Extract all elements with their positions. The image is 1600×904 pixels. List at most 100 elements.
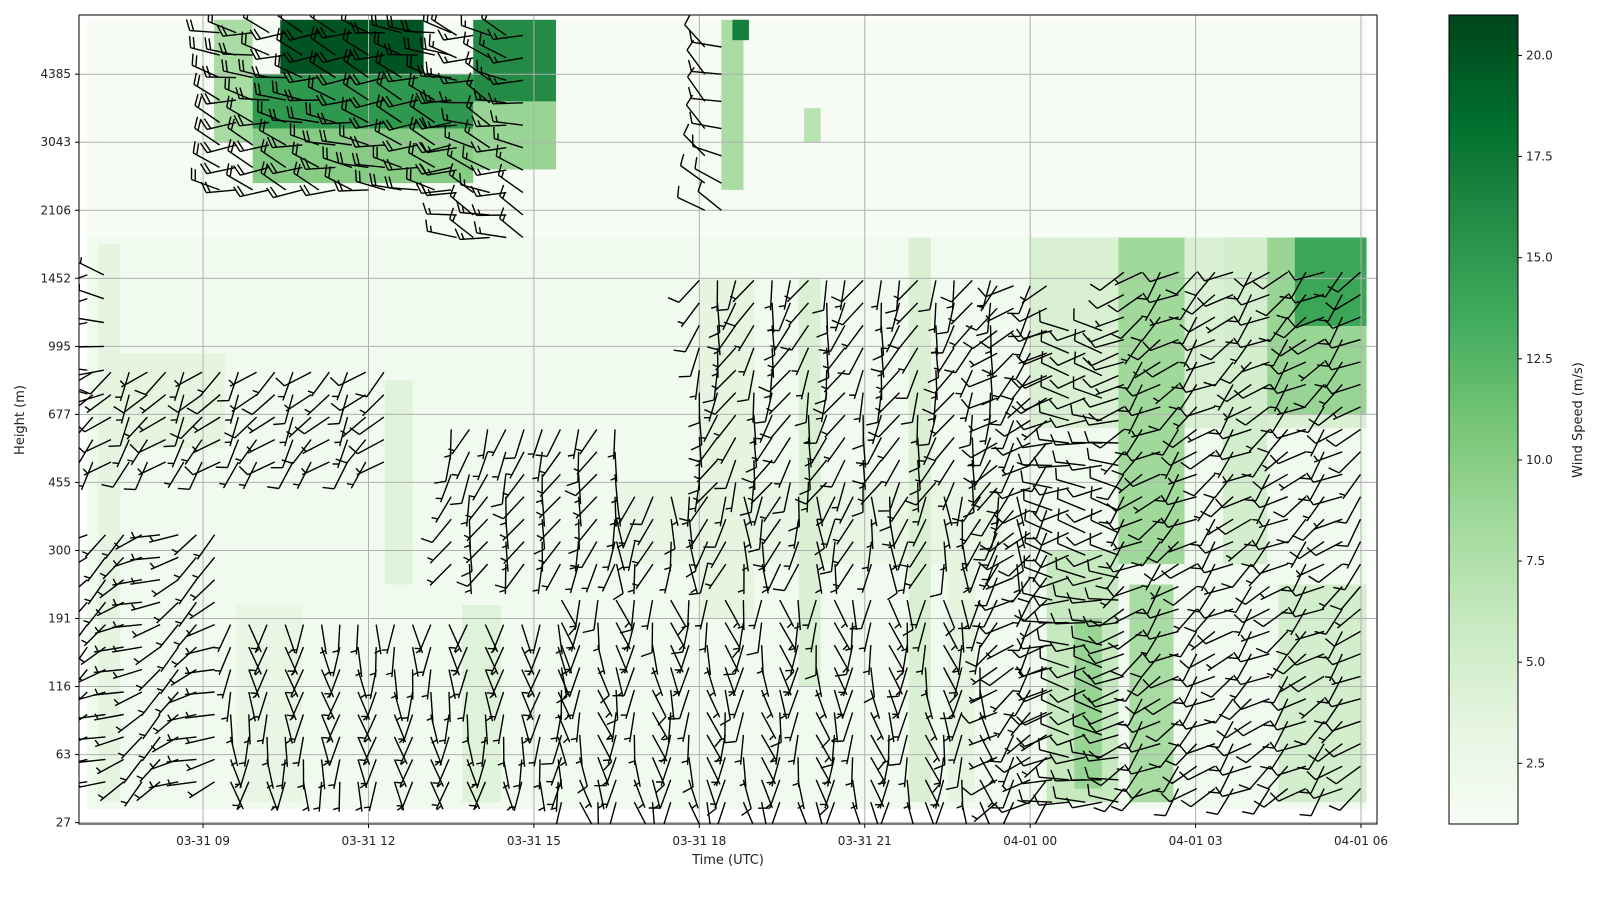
wind-barb <box>532 451 543 482</box>
wind-barb <box>803 415 811 446</box>
wind-barb <box>1010 374 1047 389</box>
wind-barb <box>703 392 719 422</box>
wind-barb <box>546 757 563 786</box>
wind-barb <box>1090 508 1119 534</box>
wind-barb <box>1160 494 1197 506</box>
wind-barb <box>1020 581 1053 601</box>
wind-barb <box>1015 666 1053 677</box>
wind-barb <box>499 207 524 239</box>
wind-barb <box>1073 665 1103 691</box>
wind-barb <box>1141 563 1161 591</box>
wind-barb <box>266 162 303 175</box>
wind-barb <box>286 105 320 124</box>
wind-barb <box>895 369 919 399</box>
wind-barb <box>409 94 436 124</box>
wind-barb <box>449 184 474 216</box>
wind-barb <box>1160 787 1198 803</box>
wind-barb <box>328 759 341 789</box>
wind-barb <box>985 325 992 356</box>
wind-barb <box>615 541 626 571</box>
wind-barb <box>812 280 828 314</box>
wind-barb <box>893 279 919 303</box>
wind-barb <box>187 781 215 799</box>
wind-barb <box>930 325 955 354</box>
wind-barb <box>1226 294 1252 323</box>
wind-barb <box>480 714 489 745</box>
wind-barb <box>728 667 745 696</box>
wind-barb <box>415 118 452 130</box>
wind-barb <box>167 713 197 722</box>
wind-barb <box>283 394 312 412</box>
wind-barb <box>793 600 801 631</box>
y-tick-label: 677 <box>48 407 71 421</box>
wind-barb <box>1216 720 1252 739</box>
wind-barb <box>602 541 616 571</box>
wind-barb <box>989 689 1015 713</box>
wind-barb <box>1269 451 1307 465</box>
wind-barb <box>229 394 257 413</box>
wind-barb <box>807 437 828 464</box>
wind-barb <box>870 689 881 720</box>
wind-barb <box>1010 644 1047 659</box>
wind-barb <box>381 95 419 108</box>
wind-barb <box>1317 339 1343 367</box>
wind-barb <box>492 451 507 481</box>
wind-barb <box>1276 406 1307 416</box>
wind-barb <box>818 324 846 353</box>
wind-barb <box>704 563 727 590</box>
wind-barb <box>1143 698 1179 716</box>
wind-barb <box>1215 496 1252 509</box>
wind-barb <box>79 394 94 407</box>
wind-barb <box>1082 711 1119 725</box>
wind-barb <box>1050 434 1086 446</box>
y-tick-label: 2106 <box>40 203 71 217</box>
wind-barb <box>1057 508 1086 534</box>
wind-barb <box>935 801 945 824</box>
wind-barb <box>871 280 882 311</box>
wind-barb <box>492 496 525 520</box>
wind-barb <box>1288 338 1325 355</box>
y-tick-label: 1452 <box>40 271 71 285</box>
wind-barb <box>1297 743 1325 771</box>
wind-barb <box>912 482 920 513</box>
wind-barb <box>393 759 407 788</box>
wind-barb <box>522 691 541 720</box>
wind-barb <box>535 429 562 457</box>
wind-barb <box>1036 628 1069 646</box>
wind-barb <box>573 451 598 475</box>
wind-barb <box>1098 541 1125 569</box>
wind-barb <box>432 759 450 788</box>
wind-barb <box>962 330 998 350</box>
wind-barb <box>1324 720 1361 732</box>
wind-barb <box>841 734 854 765</box>
wind-barb <box>1049 352 1086 367</box>
wind-barb <box>541 563 562 591</box>
wind-barb <box>879 496 892 532</box>
wind-barb <box>1156 518 1180 544</box>
wind-barb <box>743 519 752 549</box>
wind-barb <box>349 416 385 435</box>
wind-barb <box>252 691 268 721</box>
wind-barb <box>739 757 747 788</box>
wind-barb <box>736 370 755 403</box>
wind-barb <box>852 415 865 450</box>
wind-barb <box>1245 428 1271 453</box>
wind-barb <box>234 759 250 789</box>
wind-barb <box>782 689 799 719</box>
wind-barb <box>880 801 890 824</box>
wind-barb <box>200 181 237 194</box>
wind-barb <box>528 736 541 767</box>
wind-barb <box>434 736 450 766</box>
wind-barb <box>648 779 672 809</box>
wind-barb <box>1087 653 1125 665</box>
wind-barb <box>1135 271 1161 300</box>
wind-barb <box>640 622 654 658</box>
wind-barb <box>716 280 737 312</box>
wind-barb <box>376 71 403 101</box>
wind-barb <box>852 459 882 485</box>
wind-barb <box>1168 384 1198 411</box>
speed-cell <box>462 604 501 803</box>
wind-barb <box>689 370 700 400</box>
wind-barb <box>728 689 745 719</box>
wind-barb <box>977 621 1014 635</box>
